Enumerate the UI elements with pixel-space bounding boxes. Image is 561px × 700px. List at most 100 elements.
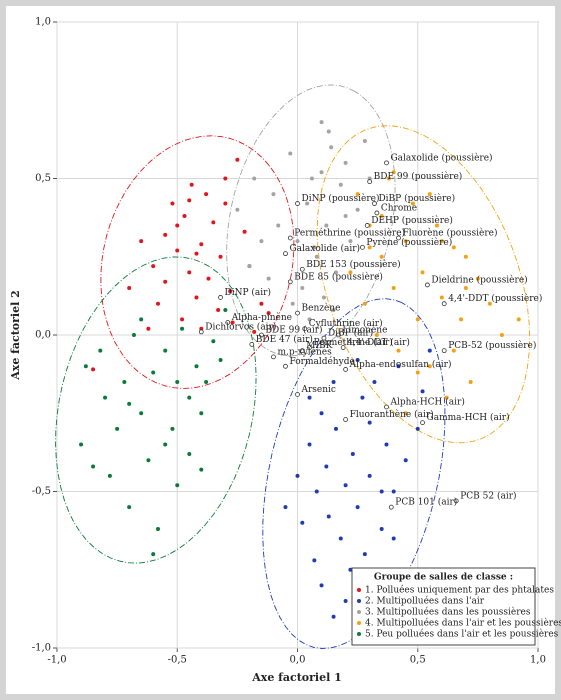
point bbox=[451, 245, 456, 250]
point bbox=[391, 489, 396, 494]
variable-label: DiNP (air) bbox=[225, 287, 271, 298]
point bbox=[139, 239, 144, 244]
point bbox=[170, 426, 175, 431]
point bbox=[235, 157, 240, 162]
point bbox=[403, 458, 408, 463]
point bbox=[194, 295, 199, 300]
variable-label: m,p-xylènes bbox=[277, 346, 332, 357]
point bbox=[338, 182, 343, 187]
variable-label: Pyrène (poussière) bbox=[366, 237, 452, 248]
point bbox=[333, 426, 338, 431]
point bbox=[384, 442, 389, 447]
point bbox=[444, 395, 449, 400]
point bbox=[463, 254, 468, 259]
variable-point bbox=[384, 404, 389, 410]
point bbox=[127, 286, 132, 291]
legend-title: Groupe de salles de classe : bbox=[374, 573, 513, 583]
point bbox=[211, 220, 216, 225]
variable-point bbox=[198, 329, 204, 335]
legend-marker bbox=[357, 621, 361, 625]
point bbox=[127, 401, 132, 406]
variable-label: Formaldéhyde bbox=[289, 356, 354, 367]
point bbox=[333, 270, 338, 275]
point bbox=[230, 320, 235, 325]
point bbox=[211, 339, 216, 344]
variable-label: BDE 85 (poussière) bbox=[294, 271, 383, 282]
point bbox=[223, 201, 228, 206]
confidence-ellipse bbox=[100, 135, 295, 389]
variable-point bbox=[343, 417, 349, 422]
variable-label: BDE 47 (air) bbox=[256, 334, 313, 345]
point bbox=[175, 248, 180, 253]
point bbox=[331, 379, 336, 384]
legend-marker bbox=[357, 632, 361, 636]
variable-label: BDE 99 (poussière) bbox=[374, 171, 463, 182]
variable-label: BDE 153 (poussière) bbox=[306, 259, 400, 270]
point bbox=[348, 567, 353, 572]
point bbox=[175, 483, 180, 488]
variable-point bbox=[283, 363, 288, 369]
point bbox=[199, 467, 204, 472]
variable-label: Fluoranthène (air) bbox=[350, 409, 434, 420]
point bbox=[199, 411, 204, 416]
variable-point bbox=[335, 332, 341, 338]
point bbox=[362, 138, 367, 143]
point bbox=[98, 348, 103, 353]
point bbox=[180, 326, 185, 331]
y-tick-label: 0,5 bbox=[35, 173, 51, 184]
point bbox=[355, 358, 360, 363]
point bbox=[350, 451, 355, 456]
point bbox=[463, 286, 468, 291]
x-axis-label: Axe factoriel 1 bbox=[251, 671, 342, 684]
variable-point bbox=[271, 354, 276, 360]
point bbox=[151, 552, 156, 557]
point bbox=[367, 420, 372, 425]
point bbox=[415, 317, 420, 322]
variable-label: Limonène bbox=[342, 325, 387, 336]
variable-point bbox=[453, 498, 459, 504]
variable-label: Galaxolide (air) bbox=[289, 243, 360, 254]
variable-point bbox=[364, 223, 370, 228]
point bbox=[223, 307, 228, 312]
point bbox=[131, 333, 136, 337]
point bbox=[324, 464, 329, 469]
point bbox=[218, 358, 223, 363]
legend-label: 1. Polluées uniquement par des phtalates bbox=[365, 585, 554, 596]
point bbox=[283, 505, 288, 510]
variable-label: Gamma-HCH (air) bbox=[427, 412, 510, 423]
variable-point bbox=[360, 244, 365, 250]
point bbox=[355, 505, 360, 510]
point bbox=[427, 364, 432, 369]
point bbox=[355, 192, 360, 197]
point bbox=[288, 151, 293, 156]
point bbox=[91, 367, 96, 372]
legend-marker bbox=[357, 588, 361, 592]
point bbox=[451, 348, 456, 353]
point bbox=[403, 411, 408, 416]
variable-point bbox=[249, 341, 255, 347]
point bbox=[415, 426, 420, 431]
point bbox=[439, 295, 444, 300]
point bbox=[343, 214, 348, 219]
variable-point bbox=[225, 320, 231, 325]
variable-label: DiBP (poussière) bbox=[378, 193, 455, 204]
point bbox=[259, 239, 264, 244]
point bbox=[187, 451, 192, 456]
point bbox=[242, 229, 247, 234]
variable-label: Dieldrine (poussière) bbox=[431, 274, 527, 285]
point bbox=[127, 505, 132, 510]
point bbox=[307, 442, 312, 447]
variable-point bbox=[302, 326, 308, 332]
variable-point bbox=[295, 310, 300, 316]
point bbox=[163, 348, 168, 353]
point bbox=[362, 301, 367, 306]
point bbox=[182, 214, 187, 219]
point bbox=[204, 379, 209, 384]
point bbox=[391, 286, 396, 291]
point bbox=[499, 333, 504, 337]
point bbox=[314, 489, 319, 494]
legend: Groupe de salles de classe : 1. Polluées … bbox=[351, 567, 561, 646]
point bbox=[326, 514, 331, 519]
point bbox=[163, 442, 168, 447]
